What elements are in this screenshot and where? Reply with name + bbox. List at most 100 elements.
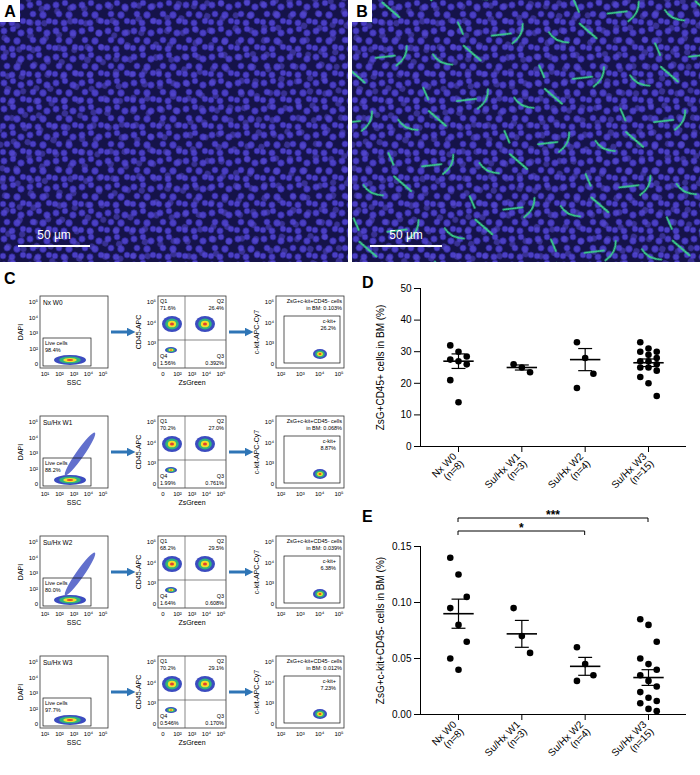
svg-text:10¹: 10¹ [41, 731, 50, 737]
svg-text:10³: 10³ [265, 460, 274, 466]
svg-text:c-kit-APC-Cy7: c-kit-APC-Cy7 [253, 430, 261, 474]
svg-text:Q3: Q3 [217, 713, 224, 719]
svg-text:10²: 10² [55, 491, 64, 497]
svg-text:10⁴: 10⁴ [265, 320, 275, 326]
svg-text:10⁵: 10⁵ [334, 611, 344, 617]
svg-text:c-kit-APC-Cy7: c-kit-APC-Cy7 [253, 670, 261, 714]
svg-text:10⁵: 10⁵ [29, 659, 39, 665]
svg-text:10⁵: 10⁵ [29, 299, 39, 305]
svg-text:1.64%: 1.64% [160, 600, 176, 606]
svg-text:ZsG+c-kit+CD45- cells: ZsG+c-kit+CD45- cells [287, 538, 343, 544]
svg-text:10³: 10³ [29, 330, 38, 336]
svg-text:26.4%: 26.4% [208, 305, 224, 311]
svg-text:10³: 10³ [70, 611, 79, 617]
svg-text:10³: 10³ [29, 690, 38, 696]
svg-text:0: 0 [153, 721, 157, 727]
svg-text:10⁵: 10⁵ [265, 539, 275, 545]
svg-text:10⁴: 10⁴ [84, 491, 94, 497]
svg-text:40: 40 [400, 314, 412, 325]
svg-text:10¹: 10¹ [41, 611, 50, 617]
svg-text:10⁵: 10⁵ [216, 731, 226, 737]
svg-text:Q2: Q2 [217, 538, 224, 544]
svg-text:10²: 10² [277, 731, 286, 737]
svg-text:10⁵: 10⁵ [216, 611, 226, 617]
svg-text:Su/Hx W2: Su/Hx W2 [43, 539, 73, 546]
svg-text:ZsG+c-kit+CD45- cells in BM (%: ZsG+c-kit+CD45- cells in BM (%) [375, 557, 386, 704]
svg-text:Live cells: Live cells [45, 580, 68, 586]
svg-text:Q1: Q1 [160, 538, 167, 544]
svg-text:10²: 10² [29, 706, 38, 712]
svg-text:10³: 10³ [296, 371, 305, 377]
svg-text:CD45-APC: CD45-APC [135, 435, 142, 470]
svg-text:10⁵: 10⁵ [98, 491, 108, 497]
svg-text:10⁵: 10⁵ [216, 491, 226, 497]
svg-text:Q2: Q2 [217, 658, 224, 664]
svg-text:10³: 10³ [265, 340, 274, 346]
svg-text:0.761%: 0.761% [205, 480, 224, 486]
svg-text:10⁵: 10⁵ [265, 299, 275, 305]
svg-text:71.6%: 71.6% [160, 305, 176, 311]
svg-text:20: 20 [400, 378, 412, 389]
svg-text:10⁴: 10⁴ [29, 435, 39, 441]
svg-text:10²: 10² [55, 731, 64, 737]
svg-text:Nx W0: Nx W0 [43, 299, 63, 306]
svg-text:10⁵: 10⁵ [147, 299, 157, 305]
svg-text:50: 50 [400, 283, 412, 294]
svg-text:SSC: SSC [67, 739, 81, 746]
svg-text:0: 0 [35, 601, 39, 607]
svg-text:10⁴: 10⁴ [315, 491, 325, 497]
svg-text:10⁵: 10⁵ [29, 539, 39, 545]
svg-text:10³: 10³ [70, 371, 79, 377]
svg-text:6.38%: 6.38% [320, 565, 336, 571]
svg-text:0.05: 0.05 [392, 653, 412, 664]
svg-text:80.0%: 80.0% [45, 587, 61, 593]
svg-text:10: 10 [400, 409, 412, 420]
svg-text:in BM: 0.103%: in BM: 0.103% [306, 305, 342, 311]
svg-text:30: 30 [400, 346, 412, 357]
svg-text:0: 0 [271, 481, 275, 487]
svg-text:10²: 10² [277, 371, 286, 377]
svg-text:70.2%: 70.2% [160, 425, 176, 431]
svg-text:CD45-APC: CD45-APC [135, 555, 142, 590]
svg-text:DAPI: DAPI [17, 444, 24, 460]
svg-text:10³: 10³ [265, 580, 274, 586]
svg-text:0.170%: 0.170% [205, 720, 224, 726]
svg-text:DAPI: DAPI [17, 684, 24, 700]
svg-text:0: 0 [35, 361, 39, 367]
svg-text:10³: 10³ [188, 491, 197, 497]
svg-text:C: C [4, 270, 16, 287]
svg-text:10²: 10² [29, 466, 38, 472]
svg-text:SSC: SSC [67, 619, 81, 626]
svg-text:10²: 10² [55, 611, 64, 617]
svg-text:Live cells: Live cells [45, 460, 68, 466]
svg-text:26.2%: 26.2% [320, 325, 336, 331]
svg-text:0.392%: 0.392% [205, 360, 224, 366]
svg-text:0: 0 [153, 361, 157, 367]
svg-text:0.10: 0.10 [392, 597, 412, 608]
svg-text:10⁵: 10⁵ [147, 659, 157, 665]
svg-text:10⁵: 10⁵ [98, 371, 108, 377]
svg-text:0: 0 [35, 721, 39, 727]
svg-text:10⁴: 10⁴ [29, 315, 39, 321]
svg-text:0: 0 [271, 361, 275, 367]
svg-text:0: 0 [153, 601, 157, 607]
svg-text:SSC: SSC [67, 379, 81, 386]
svg-text:10⁵: 10⁵ [334, 371, 344, 377]
svg-text:ZsGreen: ZsGreen [178, 739, 205, 746]
svg-text:10²: 10² [173, 731, 182, 737]
svg-text:10⁴: 10⁴ [265, 560, 275, 566]
svg-text:CD45-APC: CD45-APC [135, 315, 142, 350]
svg-text:*: * [519, 521, 524, 535]
svg-text:10³: 10³ [265, 700, 274, 706]
svg-text:c-kit+: c-kit+ [323, 438, 336, 444]
svg-text:10⁵: 10⁵ [334, 731, 344, 737]
svg-text:0: 0 [153, 481, 157, 487]
svg-text:10⁴: 10⁴ [202, 731, 212, 737]
svg-text:DAPI: DAPI [17, 564, 24, 580]
svg-text:0: 0 [271, 601, 275, 607]
svg-text:10⁵: 10⁵ [98, 731, 108, 737]
svg-text:***: *** [546, 508, 560, 522]
svg-text:10⁵: 10⁵ [29, 419, 39, 425]
svg-text:27.0%: 27.0% [208, 425, 224, 431]
svg-text:ZsG+CD45+ cells in BM (%): ZsG+CD45+ cells in BM (%) [375, 305, 386, 431]
